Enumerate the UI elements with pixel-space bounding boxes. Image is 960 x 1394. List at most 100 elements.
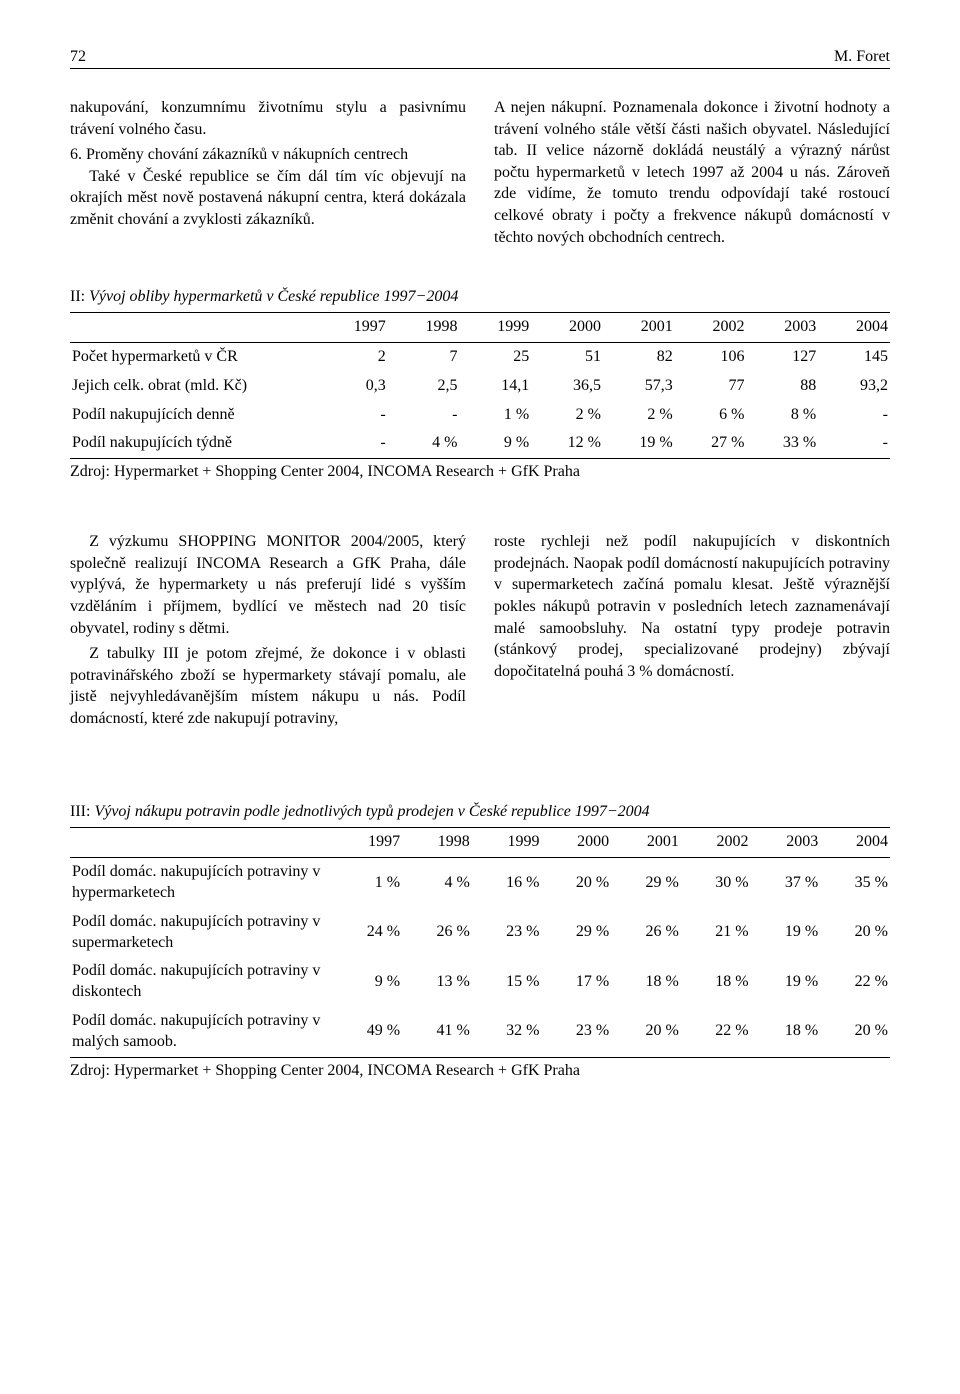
cell: 20 % — [541, 858, 611, 908]
cell: 2,5 — [388, 372, 460, 401]
col-header: 2004 — [818, 313, 890, 343]
mid-columns: Z výzkumu SHOPPING MONITOR 2004/2005, kt… — [70, 531, 890, 729]
table-ii-caption: II: Vývoj obliby hypermarketů v České re… — [70, 288, 890, 306]
table-iii-caption: III: Vývoj nákupu potravin podle jednotl… — [70, 803, 890, 821]
col-header: 2001 — [603, 313, 675, 343]
col-header: 2004 — [820, 828, 890, 858]
cell: 77 — [675, 372, 747, 401]
cell: 22 % — [820, 957, 890, 1007]
table-corner — [70, 828, 332, 858]
row-label: Podíl domác. nakupujících potraviny v di… — [70, 957, 332, 1007]
table-corner — [70, 313, 316, 343]
col-header: 1998 — [402, 828, 472, 858]
table-row: Podíl domác. nakupujících potraviny v hy… — [70, 858, 890, 908]
table-iii-source: Zdroj: Hypermarket + Shopping Center 200… — [70, 1062, 890, 1080]
cell: - — [316, 401, 388, 430]
cell: 2 % — [603, 401, 675, 430]
table-row: 1997 1998 1999 2000 2001 2002 2003 2004 — [70, 313, 890, 343]
para-continuation: nakupování, konzumnímu životnímu stylu a… — [70, 97, 466, 140]
row-label: Počet hypermarketů v ČR — [70, 342, 316, 371]
cell: 20 % — [820, 1007, 890, 1057]
cell: 26 % — [611, 908, 681, 958]
item-6: 6. Proměny chování zákazníků v nákupních… — [70, 144, 466, 230]
cell: 23 % — [541, 1007, 611, 1057]
intro-columns: nakupování, konzumnímu životnímu stylu a… — [70, 97, 890, 248]
cell: 30 % — [681, 858, 751, 908]
cell: - — [818, 429, 890, 458]
cell: 0,3 — [316, 372, 388, 401]
cell: 16 % — [472, 858, 542, 908]
table-iii-title: Vývoj nákupu potravin podle jednotlivých… — [94, 803, 649, 820]
row-label: Jejich celk. obrat (mld. Kč) — [70, 372, 316, 401]
cell: 23 % — [472, 908, 542, 958]
cell: 4 % — [402, 858, 472, 908]
col-header: 1999 — [472, 828, 542, 858]
cell: 29 % — [611, 858, 681, 908]
cell: 20 % — [611, 1007, 681, 1057]
table-ii-source: Zdroj: Hypermarket + Shopping Center 200… — [70, 463, 890, 481]
page: 72 M. Foret nakupování, konzumnímu život… — [0, 0, 960, 1394]
cell: 17 % — [541, 957, 611, 1007]
cell: 14,1 — [460, 372, 532, 401]
cell: 19 % — [751, 957, 821, 1007]
cell: 93,2 — [818, 372, 890, 401]
cell: 19 % — [603, 429, 675, 458]
running-header: 72 M. Foret — [70, 48, 890, 69]
cell: 4 % — [388, 429, 460, 458]
cell: 51 — [531, 342, 603, 371]
col-header: 2002 — [675, 313, 747, 343]
cell: 15 % — [472, 957, 542, 1007]
cell: 6 % — [675, 401, 747, 430]
col-header: 2000 — [541, 828, 611, 858]
col-header: 2003 — [751, 828, 821, 858]
col-header: 1999 — [460, 313, 532, 343]
cell: 145 — [818, 342, 890, 371]
col-header: 2003 — [747, 313, 819, 343]
cell: 106 — [675, 342, 747, 371]
cell: 57,3 — [603, 372, 675, 401]
table-row: Podíl domác. nakupujících potraviny v su… — [70, 908, 890, 958]
mid-para-2: Z tabulky III je potom zřejmé, že dokonc… — [70, 643, 466, 729]
col-header: 2001 — [611, 828, 681, 858]
cell: 1 % — [460, 401, 532, 430]
cell: - — [316, 429, 388, 458]
cell: 37 % — [751, 858, 821, 908]
cell: 8 % — [747, 401, 819, 430]
cell: 24 % — [332, 908, 402, 958]
cell: 18 % — [751, 1007, 821, 1057]
cell: 9 % — [460, 429, 532, 458]
cell: 18 % — [611, 957, 681, 1007]
cell: 49 % — [332, 1007, 402, 1057]
col-header: 1997 — [332, 828, 402, 858]
cell: 127 — [747, 342, 819, 371]
table-row: Podíl domác. nakupujících potraviny v ma… — [70, 1007, 890, 1057]
cell: 33 % — [747, 429, 819, 458]
table-iii: 1997 1998 1999 2000 2001 2002 2003 2004 … — [70, 827, 890, 1057]
cell: 7 — [388, 342, 460, 371]
cell: 27 % — [675, 429, 747, 458]
col-header: 2000 — [531, 313, 603, 343]
cell: 41 % — [402, 1007, 472, 1057]
cell: 9 % — [332, 957, 402, 1007]
cell: 26 % — [402, 908, 472, 958]
cell: 18 % — [681, 957, 751, 1007]
table-row: Podíl domác. nakupujících potraviny v di… — [70, 957, 890, 1007]
cell: 12 % — [531, 429, 603, 458]
mid-para-1: Z výzkumu SHOPPING MONITOR 2004/2005, kt… — [70, 531, 466, 639]
cell: 13 % — [402, 957, 472, 1007]
cell: 29 % — [541, 908, 611, 958]
table-row: Podíl nakupujících týdně - 4 % 9 % 12 % … — [70, 429, 890, 458]
row-label: Podíl domác. nakupujících potraviny v su… — [70, 908, 332, 958]
table-row: Počet hypermarketů v ČR 2 7 25 51 82 106… — [70, 342, 890, 371]
para-right: A nejen nákupní. Poznamenala dokonce i ž… — [494, 97, 890, 248]
cell: 22 % — [681, 1007, 751, 1057]
table-iii-number: III: — [70, 803, 90, 820]
item-6-body: Také v České republice se čím dál tím ví… — [70, 166, 466, 231]
header-author: M. Foret — [834, 48, 890, 66]
table-ii-number: II: — [70, 288, 85, 305]
table-row: Jejich celk. obrat (mld. Kč) 0,3 2,5 14,… — [70, 372, 890, 401]
cell: 35 % — [820, 858, 890, 908]
table-ii-title: Vývoj obliby hypermarketů v České republ… — [89, 288, 458, 305]
page-number: 72 — [70, 48, 86, 66]
cell: 2 % — [531, 401, 603, 430]
